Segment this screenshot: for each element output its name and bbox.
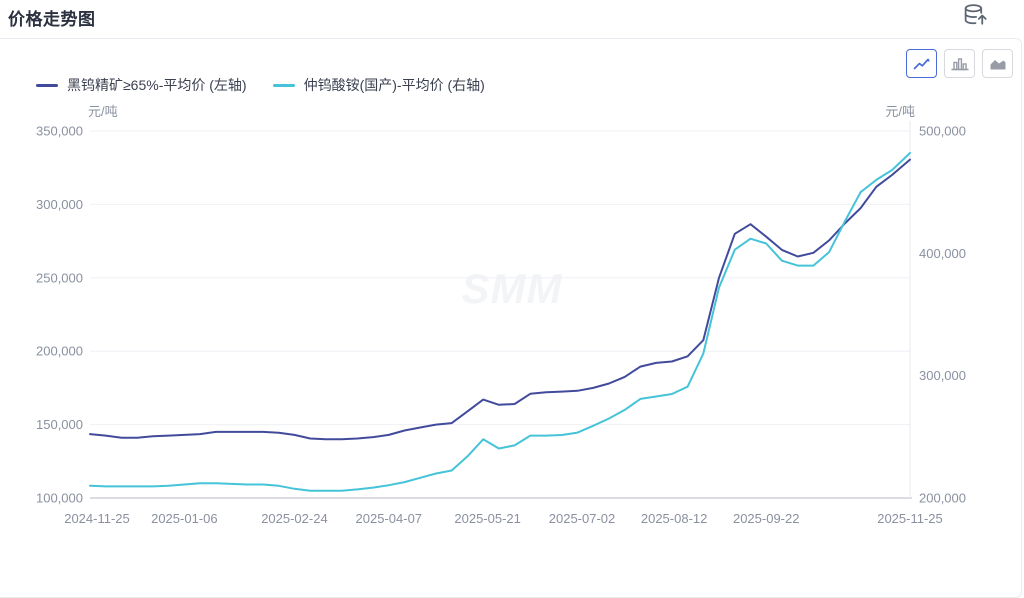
x-axis-label: 2025-04-07 bbox=[356, 511, 423, 526]
bar-chart-icon bbox=[950, 58, 969, 71]
area-chart-icon bbox=[990, 60, 1005, 70]
y-axis-label-left: 350,000 bbox=[36, 124, 83, 139]
chart-type-line-button[interactable] bbox=[906, 49, 937, 78]
x-axis-label: 2025-07-02 bbox=[549, 511, 616, 526]
smm-watermark: SMM bbox=[462, 265, 563, 312]
x-axis-label: 2025-02-24 bbox=[261, 511, 328, 526]
y-axis-label-right: 200,000 bbox=[919, 491, 966, 506]
y-axis-label-left: 200,000 bbox=[36, 344, 83, 359]
legend-label-series1: 黑钨精矿≥65%-平均价 (左轴) bbox=[67, 77, 247, 93]
left-axis-unit: 元/吨 bbox=[88, 104, 118, 119]
x-axis-label: 2024-11-25 bbox=[64, 511, 130, 526]
series-line-1[interactable] bbox=[89, 158, 911, 441]
chart-type-toolbar bbox=[906, 49, 1013, 78]
page-title: 价格走势图 bbox=[8, 10, 96, 29]
x-axis-label: 2025-05-21 bbox=[454, 511, 521, 526]
x-axis-label: 2025-08-12 bbox=[641, 511, 708, 526]
database-export-icon bbox=[964, 4, 987, 25]
chart-type-bar-button[interactable] bbox=[944, 49, 975, 78]
y-axis-label-left: 100,000 bbox=[36, 491, 83, 506]
x-axis-label: 2025-11-25 bbox=[877, 511, 943, 526]
legend-label-series2: 仲钨酸铵(国产)-平均价 (右轴) bbox=[303, 77, 485, 93]
y-axis-label-right: 400,000 bbox=[919, 246, 966, 261]
y-axis-label-right: 500,000 bbox=[919, 124, 966, 139]
x-axis-label: 2025-09-22 bbox=[733, 511, 800, 526]
legend-item-series2[interactable]: 仲钨酸铵(国产)-平均价 (右轴) bbox=[272, 75, 485, 95]
series1-line-swatch bbox=[36, 83, 58, 87]
price-trend-chart[interactable]: SMM 100,000 150,000 200,000 250,000 300,000 35… bbox=[0, 0, 1024, 568]
y-axis-label-left: 300,000 bbox=[36, 197, 83, 212]
legend-item-series1[interactable]: 黑钨精矿≥65%-平均价 (左轴) bbox=[36, 75, 247, 95]
export-data-button[interactable] bbox=[960, 2, 990, 32]
y-axis-label-right: 300,000 bbox=[919, 368, 966, 383]
y-axis-label-left: 150,000 bbox=[36, 417, 83, 432]
series2-line-swatch bbox=[272, 83, 295, 87]
chart-legend: 黑钨精矿≥65%-平均价 (左轴) 仲钨酸铵(国产)-平均价 (右轴) bbox=[36, 75, 485, 95]
series-line-2[interactable] bbox=[89, 152, 911, 492]
y-axis-label-left: 250,000 bbox=[36, 270, 83, 285]
chart-type-area-button[interactable] bbox=[982, 49, 1013, 78]
x-axis-label: 2025-01-06 bbox=[151, 511, 218, 526]
right-axis-unit: 元/吨 bbox=[885, 104, 915, 119]
line-chart-icon bbox=[913, 58, 930, 70]
